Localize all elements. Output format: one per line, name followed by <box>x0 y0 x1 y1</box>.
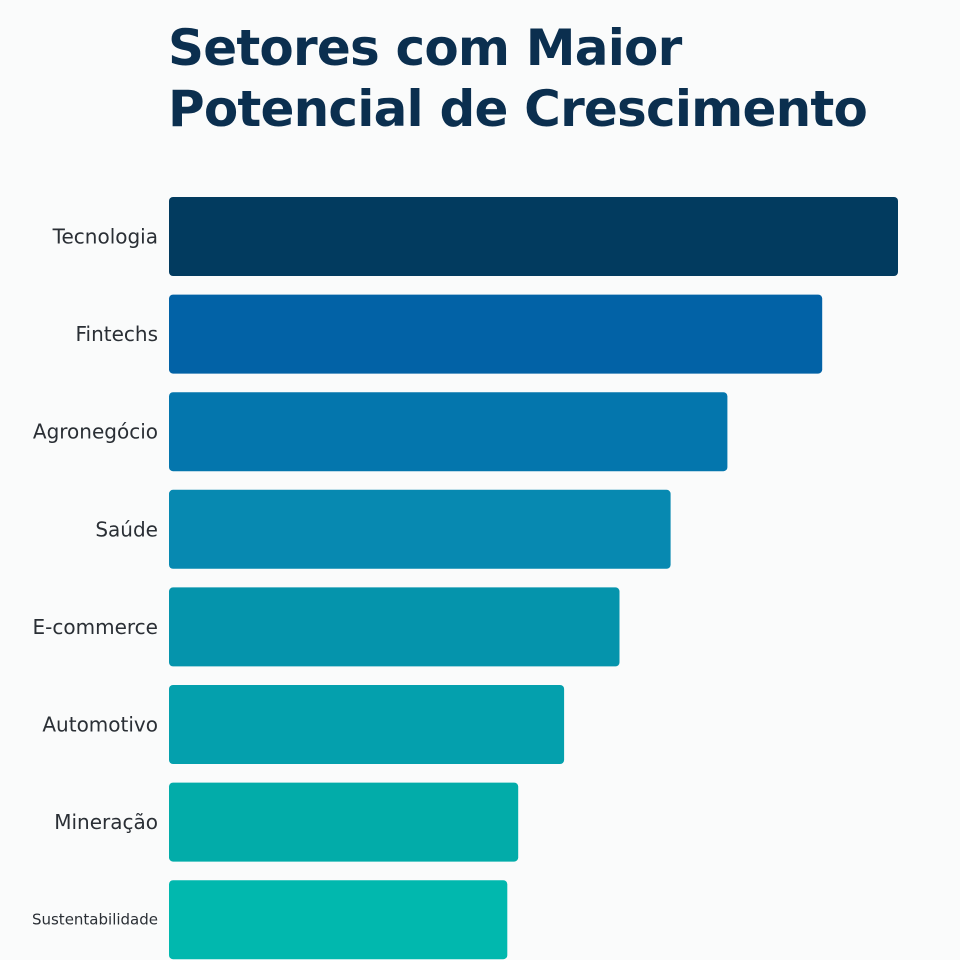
category-label: Automotivo <box>42 713 158 737</box>
bar-fintechs <box>169 294 823 374</box>
category-label: Mineração <box>54 810 158 834</box>
bar-saude <box>169 489 671 569</box>
category-label: E-commerce <box>33 615 158 639</box>
category-label: Saúde <box>95 517 158 541</box>
bar-automotivo <box>169 685 565 764</box>
category-label: Sustentabilidade <box>32 911 158 929</box>
category-label: Fintechs <box>75 322 158 346</box>
bar-e-commerce <box>169 587 620 667</box>
bar-agronegocio <box>169 392 728 472</box>
category-label: Tecnologia <box>52 225 158 249</box>
bar-tecnologia <box>169 197 898 276</box>
chart-title-line-1: Setores com Maior <box>168 19 682 77</box>
category-label: Agronegócio <box>33 420 158 444</box>
bar-sustentabilidade <box>169 880 508 960</box>
chart-title-line-2: Potencial de Crescimento <box>168 80 868 138</box>
chart-title: Setores com Maior Potencial de Crescimen… <box>168 18 928 140</box>
bar-mineracao <box>169 782 519 862</box>
